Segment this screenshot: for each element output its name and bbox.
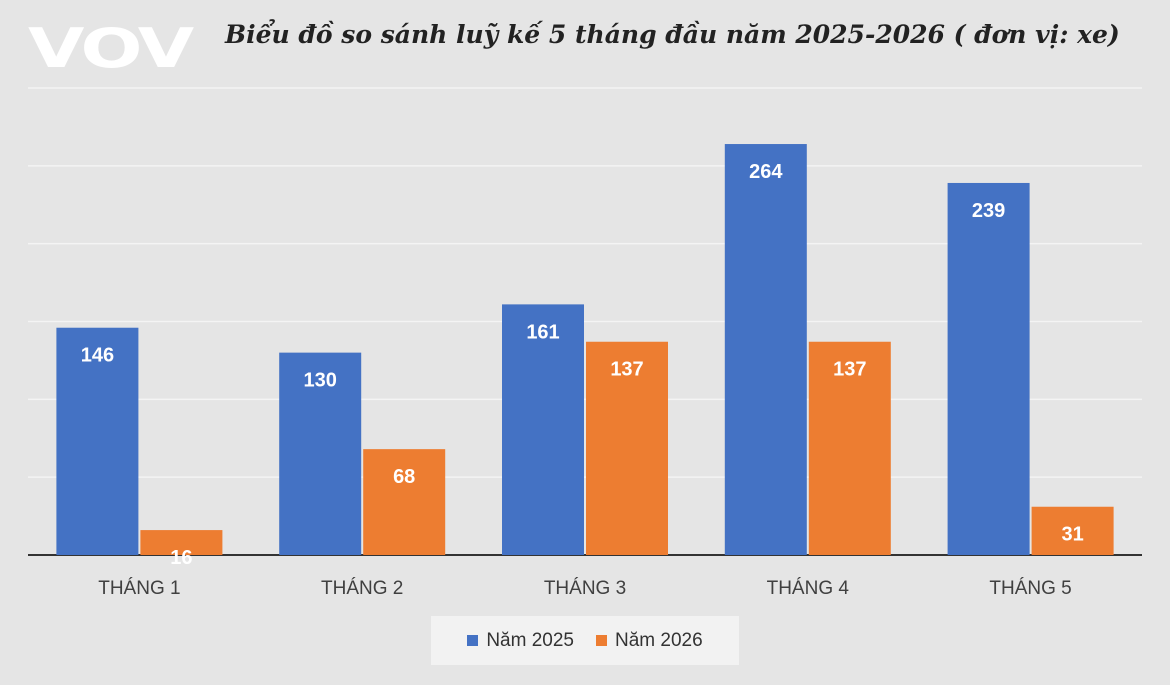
x-tick-label-1: THÁNG 1 (98, 578, 180, 599)
data-label-series2-5: 31 (1061, 524, 1083, 546)
legend: Năm 2025 Năm 2026 (431, 616, 739, 665)
legend-swatch-2026 (596, 635, 607, 646)
legend-entry-2025: Năm 2025 (467, 630, 574, 652)
x-tick-label-5: THÁNG 5 (989, 578, 1071, 599)
bars (56, 144, 1114, 556)
data-label-series1-3: 161 (526, 321, 559, 343)
x-tick-label-2: THÁNG 2 (321, 578, 403, 599)
legend-label-2025: Năm 2025 (486, 629, 574, 651)
data-label-series2-2: 68 (393, 466, 415, 488)
data-label-series2-3: 137 (610, 359, 643, 381)
x-tick-labels: THÁNG 1 THÁNG 2 THÁNG 3 THÁNG 4 THÁNG 5 (98, 578, 1072, 599)
legend-swatch-2025 (467, 635, 479, 646)
x-tick-label-4: THÁNG 4 (767, 578, 850, 599)
data-label-series1-1: 146 (81, 345, 114, 367)
x-tick-label-3: THÁNG 3 (544, 578, 626, 599)
bar-series1-5 (947, 182, 1030, 555)
data-label-series1-4: 264 (749, 161, 783, 183)
data-label-series1-5: 239 (972, 200, 1005, 222)
bar-series2-4 (808, 341, 891, 555)
data-label-series2-1: 16 (170, 547, 192, 569)
bar-series2-3 (586, 341, 668, 555)
legend-entry-2026: Năm 2026 (596, 630, 703, 652)
bar-series2-5 (1031, 506, 1114, 555)
data-label-series1-2: 130 (304, 370, 337, 392)
chart-title: Biểu đồ so sánh luỹ kế 5 tháng đầu năm 2… (225, 20, 1120, 49)
bar-series1-3 (502, 304, 584, 555)
bar-series2-1 (140, 530, 223, 555)
legend-label-2026: Năm 2026 (615, 629, 703, 651)
bar-series1-4 (724, 144, 807, 556)
bar-series1-1 (56, 327, 139, 555)
bar-series1-2 (279, 352, 362, 555)
data-label-series2-4: 137 (833, 359, 866, 381)
data-labels: 146 16 130 68 161 137 264 137 239 31 (81, 161, 1084, 569)
vov-logo: VOV (28, 17, 194, 80)
bar-series2-2 (363, 449, 446, 555)
